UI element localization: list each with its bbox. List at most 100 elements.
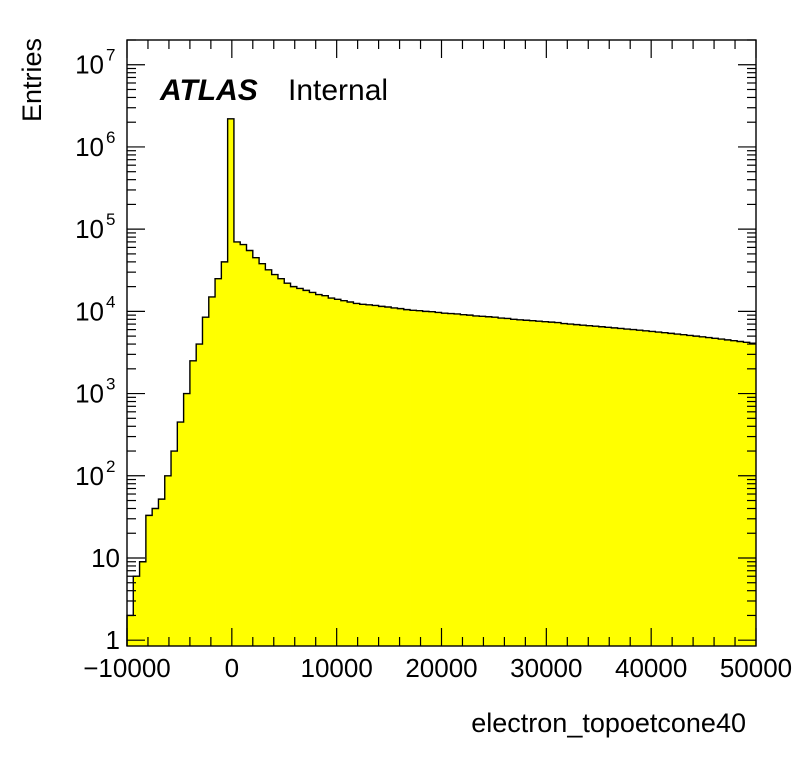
y-tick-label: 10 bbox=[75, 132, 104, 162]
histogram-bar bbox=[693, 336, 700, 646]
histogram-bar bbox=[422, 311, 430, 646]
histogram-bar bbox=[605, 327, 612, 646]
y-tick-label: 10 bbox=[75, 296, 104, 326]
histogram-bar bbox=[642, 330, 650, 646]
histogram-bar bbox=[252, 257, 260, 646]
histogram-bar bbox=[579, 325, 587, 646]
histogram-bar bbox=[567, 324, 574, 646]
histogram-bars bbox=[127, 118, 757, 647]
histogram-bar bbox=[215, 278, 222, 646]
y-tick-label: 10 bbox=[75, 379, 104, 409]
histogram-bar bbox=[542, 321, 549, 646]
y-tick-exponent: 2 bbox=[106, 457, 115, 476]
x-tick-label: 10000 bbox=[301, 653, 373, 683]
histogram-bar bbox=[586, 325, 593, 646]
histogram-bar bbox=[246, 250, 254, 646]
histogram-bar bbox=[208, 296, 216, 646]
y-tick-exponent: 7 bbox=[106, 46, 115, 65]
histogram-bar bbox=[277, 278, 285, 646]
histogram-bar bbox=[573, 324, 581, 646]
histogram-bar bbox=[359, 304, 367, 646]
histogram-bar bbox=[724, 339, 732, 646]
histogram-bar bbox=[472, 315, 480, 646]
histogram-bar bbox=[686, 335, 694, 646]
histogram-bar bbox=[171, 451, 178, 646]
histogram-bar bbox=[454, 313, 461, 646]
histogram-bar bbox=[554, 322, 562, 646]
histogram-bar bbox=[384, 307, 392, 646]
histogram-bar bbox=[139, 561, 147, 646]
histogram-bar bbox=[296, 288, 304, 646]
histogram-bar bbox=[183, 393, 191, 646]
y-tick-exponent: 6 bbox=[106, 128, 115, 147]
histogram-bar bbox=[177, 422, 185, 646]
histogram-bar bbox=[265, 269, 273, 646]
histogram-bar bbox=[661, 332, 669, 646]
histogram-bar bbox=[290, 286, 298, 646]
histogram-bar bbox=[259, 263, 266, 646]
histogram-bar bbox=[240, 244, 247, 647]
histogram-bar bbox=[611, 327, 619, 646]
histogram-bar bbox=[630, 329, 637, 646]
histogram-bar bbox=[529, 320, 537, 646]
histogram-bar bbox=[705, 337, 713, 646]
histogram-bar bbox=[303, 290, 310, 646]
histogram-bar bbox=[133, 576, 140, 646]
histogram-bar bbox=[680, 334, 688, 646]
histogram-bar bbox=[730, 340, 738, 646]
histogram-bar bbox=[617, 328, 625, 646]
histogram-bar bbox=[498, 318, 505, 646]
atlas-label: ATLAS bbox=[159, 74, 258, 107]
histogram-bar bbox=[636, 330, 644, 646]
histogram-bar bbox=[334, 299, 342, 646]
histogram-bar bbox=[510, 319, 518, 646]
histogram-bar bbox=[718, 339, 725, 646]
histogram-bar bbox=[372, 305, 379, 646]
histogram-bar bbox=[516, 319, 524, 646]
x-axis-ticks: −10000 0 10000 20000 30000 40000 50000 bbox=[83, 40, 792, 683]
histogram-bar bbox=[435, 312, 442, 646]
histogram-bar bbox=[347, 302, 354, 646]
x-tick-label: 20000 bbox=[405, 653, 477, 683]
histogram-bar bbox=[164, 475, 172, 646]
y-tick-exponent: 3 bbox=[106, 375, 115, 394]
x-axis-title: electron_topoetcone40 bbox=[471, 708, 746, 738]
histogram-bar bbox=[479, 316, 486, 646]
y-tick-label: 10 bbox=[75, 214, 104, 244]
histogram-bar bbox=[309, 292, 317, 646]
histogram-bar bbox=[321, 295, 329, 646]
histogram-bar bbox=[233, 241, 241, 646]
histogram-bar bbox=[667, 333, 675, 646]
histogram-bar bbox=[152, 508, 159, 646]
histogram-bar bbox=[328, 298, 335, 646]
histogram-bar bbox=[158, 499, 166, 646]
histogram-bar bbox=[145, 515, 153, 646]
histogram-bar bbox=[340, 300, 348, 646]
histogram-bar bbox=[623, 329, 631, 646]
histogram-bar bbox=[674, 334, 681, 646]
x-tick-label: 40000 bbox=[615, 653, 687, 683]
histogram-bar bbox=[410, 310, 417, 646]
histogram-bar bbox=[447, 313, 455, 646]
histogram-bar bbox=[391, 307, 398, 646]
histogram-bar bbox=[649, 331, 656, 646]
y-tick-label: 10 bbox=[75, 50, 104, 80]
histogram-bar bbox=[196, 344, 203, 646]
y-tick-exponent: 5 bbox=[106, 210, 115, 229]
histogram-bar bbox=[397, 308, 405, 646]
histogram-bar bbox=[504, 318, 512, 646]
y-tick-label: 1 bbox=[106, 625, 120, 655]
histogram-bar bbox=[403, 309, 411, 646]
histogram-bar bbox=[491, 317, 499, 646]
histogram-bar bbox=[743, 342, 751, 646]
histogram-bar bbox=[523, 320, 530, 646]
histogram-bar bbox=[460, 314, 468, 646]
histogram-bar bbox=[441, 313, 449, 646]
histogram-bar bbox=[561, 323, 568, 646]
histogram-bar bbox=[535, 321, 543, 646]
histogram-bar bbox=[699, 336, 707, 646]
x-tick-label: −10000 bbox=[83, 653, 170, 683]
histogram-outline bbox=[126, 118, 756, 646]
